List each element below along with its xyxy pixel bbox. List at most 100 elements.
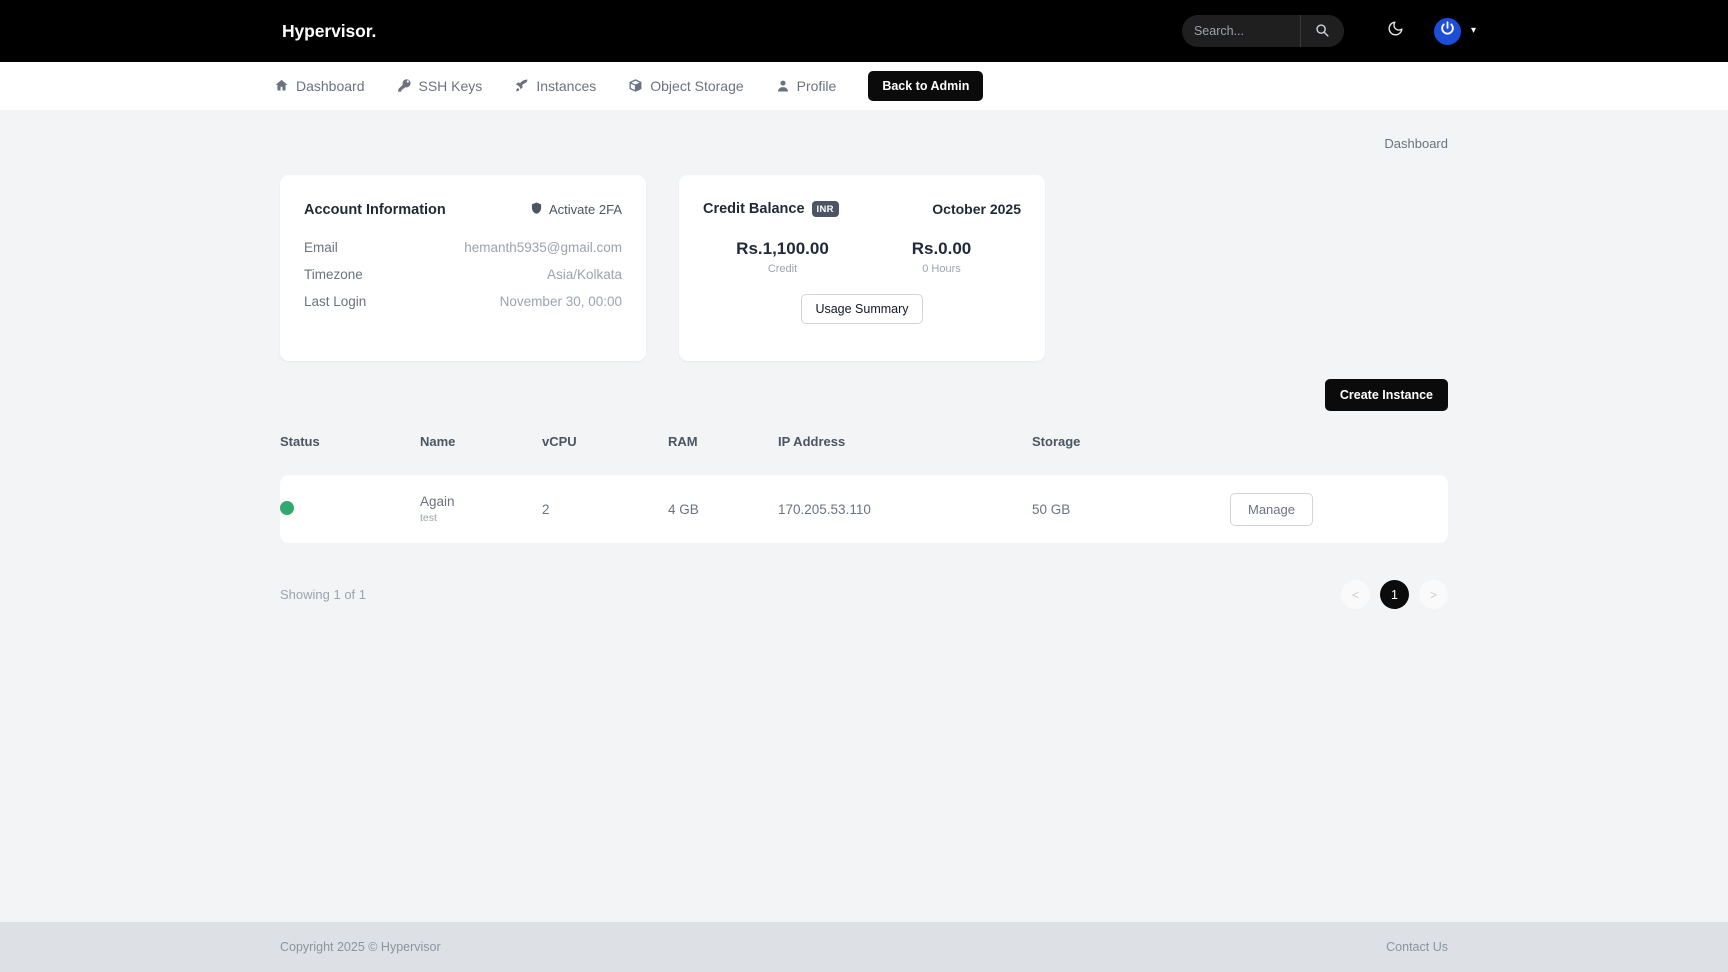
key-icon [397,78,412,93]
account-information-card: Account Information Activate 2FA Email h… [280,175,646,361]
pagination-next-button[interactable]: > [1419,580,1448,609]
cell-status [280,475,420,543]
info-label: Timezone [304,267,363,282]
contact-us-link[interactable]: Contact Us [1386,940,1448,954]
instances-table: Status Name vCPU RAM IP Address Storage [280,434,1448,543]
pagination: < 1 > [1341,580,1448,609]
showing-count: Showing 1 of 1 [280,587,367,602]
cell-name: Again test [420,475,542,543]
cell-ram: 4 GB [668,501,699,517]
info-label: Email [304,240,338,255]
usage-summary-button[interactable]: Usage Summary [801,294,923,325]
cell-vcpu: 2 [542,501,550,517]
copyright-text: Copyright 2025 © Hypervisor [280,940,441,954]
nav-item-instances[interactable]: Instances [514,78,596,94]
moon-icon [1387,20,1404,42]
status-badge: INR [811,201,839,218]
activate-2fa-label: Activate 2FA [549,202,622,217]
create-instance-row: Create Instance [280,379,1448,411]
back-to-admin-button[interactable]: Back to Admin [868,70,984,101]
pagination-page-1[interactable]: 1 [1380,580,1409,609]
footer-content: Copyright 2025 © Hypervisor Contact Us [280,940,1448,954]
user-menu[interactable]: ▾ [1433,17,1476,45]
billing-month: October 2025 [932,201,1021,218]
info-value: hemanth5935@gmail.com [464,240,622,255]
create-instance-button[interactable]: Create Instance [1324,379,1448,411]
instances-table-wrapper: Status Name vCPU RAM IP Address Storage [280,434,1448,543]
info-label: Last Login [304,294,367,309]
avatar[interactable] [1433,17,1461,45]
column-header-name: Name [420,434,456,449]
column-header-vcpu: vCPU [542,434,577,449]
page-content: Dashboard Account Information Activate 2… [0,110,1728,922]
credit-amount-sub: Credit [767,263,798,276]
brand-logo[interactable]: Hypervisor. [282,20,377,41]
column-header-actions [1230,434,1448,475]
rocket-icon [514,78,529,93]
column-header-ram: RAM [668,434,698,449]
table-body: Again test 2 4 GB 170.205.53.110 50 GB M… [280,475,1448,543]
nav-item-object-storage[interactable]: Object Storage [628,77,744,94]
top-bar: Hypervisor. [0,0,1728,62]
credit-balance-card: Credit Balance INR October 2025 Rs.1,100.… [679,175,1045,361]
info-value: Asia/Kolkata [546,267,622,282]
account-info-list: Email hemanth5935@gmail.com Timezone Asi… [304,234,622,315]
column-header-storage: Storage [1032,434,1081,449]
credit-balance-title: Credit Balance INR [703,201,839,218]
dark-mode-toggle[interactable] [1384,19,1408,43]
nav-item-ssh-keys[interactable]: SSH Keys [397,77,483,94]
home-icon [274,78,289,93]
search-input[interactable] [1181,15,1300,47]
status-badge [280,500,294,515]
power-icon [1439,20,1456,42]
nav-label: Instances [536,77,597,94]
shield-icon [530,201,543,218]
main-navigation: Dashboard SSH Keys Instances Object Stor… [0,62,1728,110]
breadcrumb[interactable]: Dashboard [1384,136,1448,151]
column-header-status: Status [280,434,320,449]
instance-name-sub: test [420,512,437,524]
summary-cards: Account Information Activate 2FA Email h… [280,175,1448,361]
table-header-row: Status Name vCPU RAM IP Address Storage [280,434,1448,475]
credit-amount: Rs.1,100.00 [736,239,829,259]
nav-label: Profile [796,77,837,94]
table-row[interactable]: Again test 2 4 GB 170.205.53.110 50 GB M… [280,475,1448,543]
nav-label: SSH Keys [418,77,483,94]
user-icon [776,79,790,93]
pagination-prev-button[interactable]: < [1341,580,1370,609]
nav-item-profile[interactable]: Profile [776,77,837,94]
credit-card-header: Credit Balance INR October 2025 [703,201,1021,218]
topbar-right-group: ▾ [1181,15,1476,47]
account-card-header: Account Information Activate 2FA [304,201,622,218]
usage-figure: Rs.0.00 0 Hours [862,239,1021,275]
nav-label: Object Storage [650,77,744,94]
credit-balance-label: Credit Balance [703,201,805,217]
activate-2fa-button[interactable]: Activate 2FA [530,201,622,218]
list-item: Last Login November 30, 00:00 [304,288,622,315]
info-value: November 30, 00:00 [499,294,622,309]
cell-ip: 170.205.53.110 [778,501,871,517]
page-title: Account Information [304,201,446,218]
credit-figure: Rs.1,100.00 Credit [703,239,862,275]
list-item: Email hemanth5935@gmail.com [304,234,622,261]
page-footer: Copyright 2025 © Hypervisor Contact Us [0,922,1728,972]
credit-figures: Rs.1,100.00 Credit Rs.0.00 0 Hours [703,239,1021,275]
content-container: Dashboard Account Information Activate 2… [280,110,1448,609]
table-header: Status Name vCPU RAM IP Address Storage [280,434,1448,475]
cell-actions: Manage [1230,475,1448,543]
search-icon [1315,23,1330,40]
box-icon [628,78,643,93]
column-header-ip: IP Address [778,434,846,449]
usage-amount-sub: 0 Hours [922,263,961,276]
instance-name: Again [420,494,455,509]
search-box[interactable] [1181,15,1344,47]
list-item: Timezone Asia/Kolkata [304,261,622,288]
chevron-down-icon[interactable]: ▾ [1470,25,1476,36]
nav-label: Dashboard [296,77,365,94]
nav-item-dashboard[interactable]: Dashboard [274,78,365,94]
list-footer: Showing 1 of 1 < 1 > [280,580,1448,609]
usage-amount: Rs.0.00 [911,239,972,259]
cell-storage: 50 GB [1032,501,1071,517]
manage-button[interactable]: Manage [1230,492,1313,526]
search-button[interactable] [1299,15,1344,47]
